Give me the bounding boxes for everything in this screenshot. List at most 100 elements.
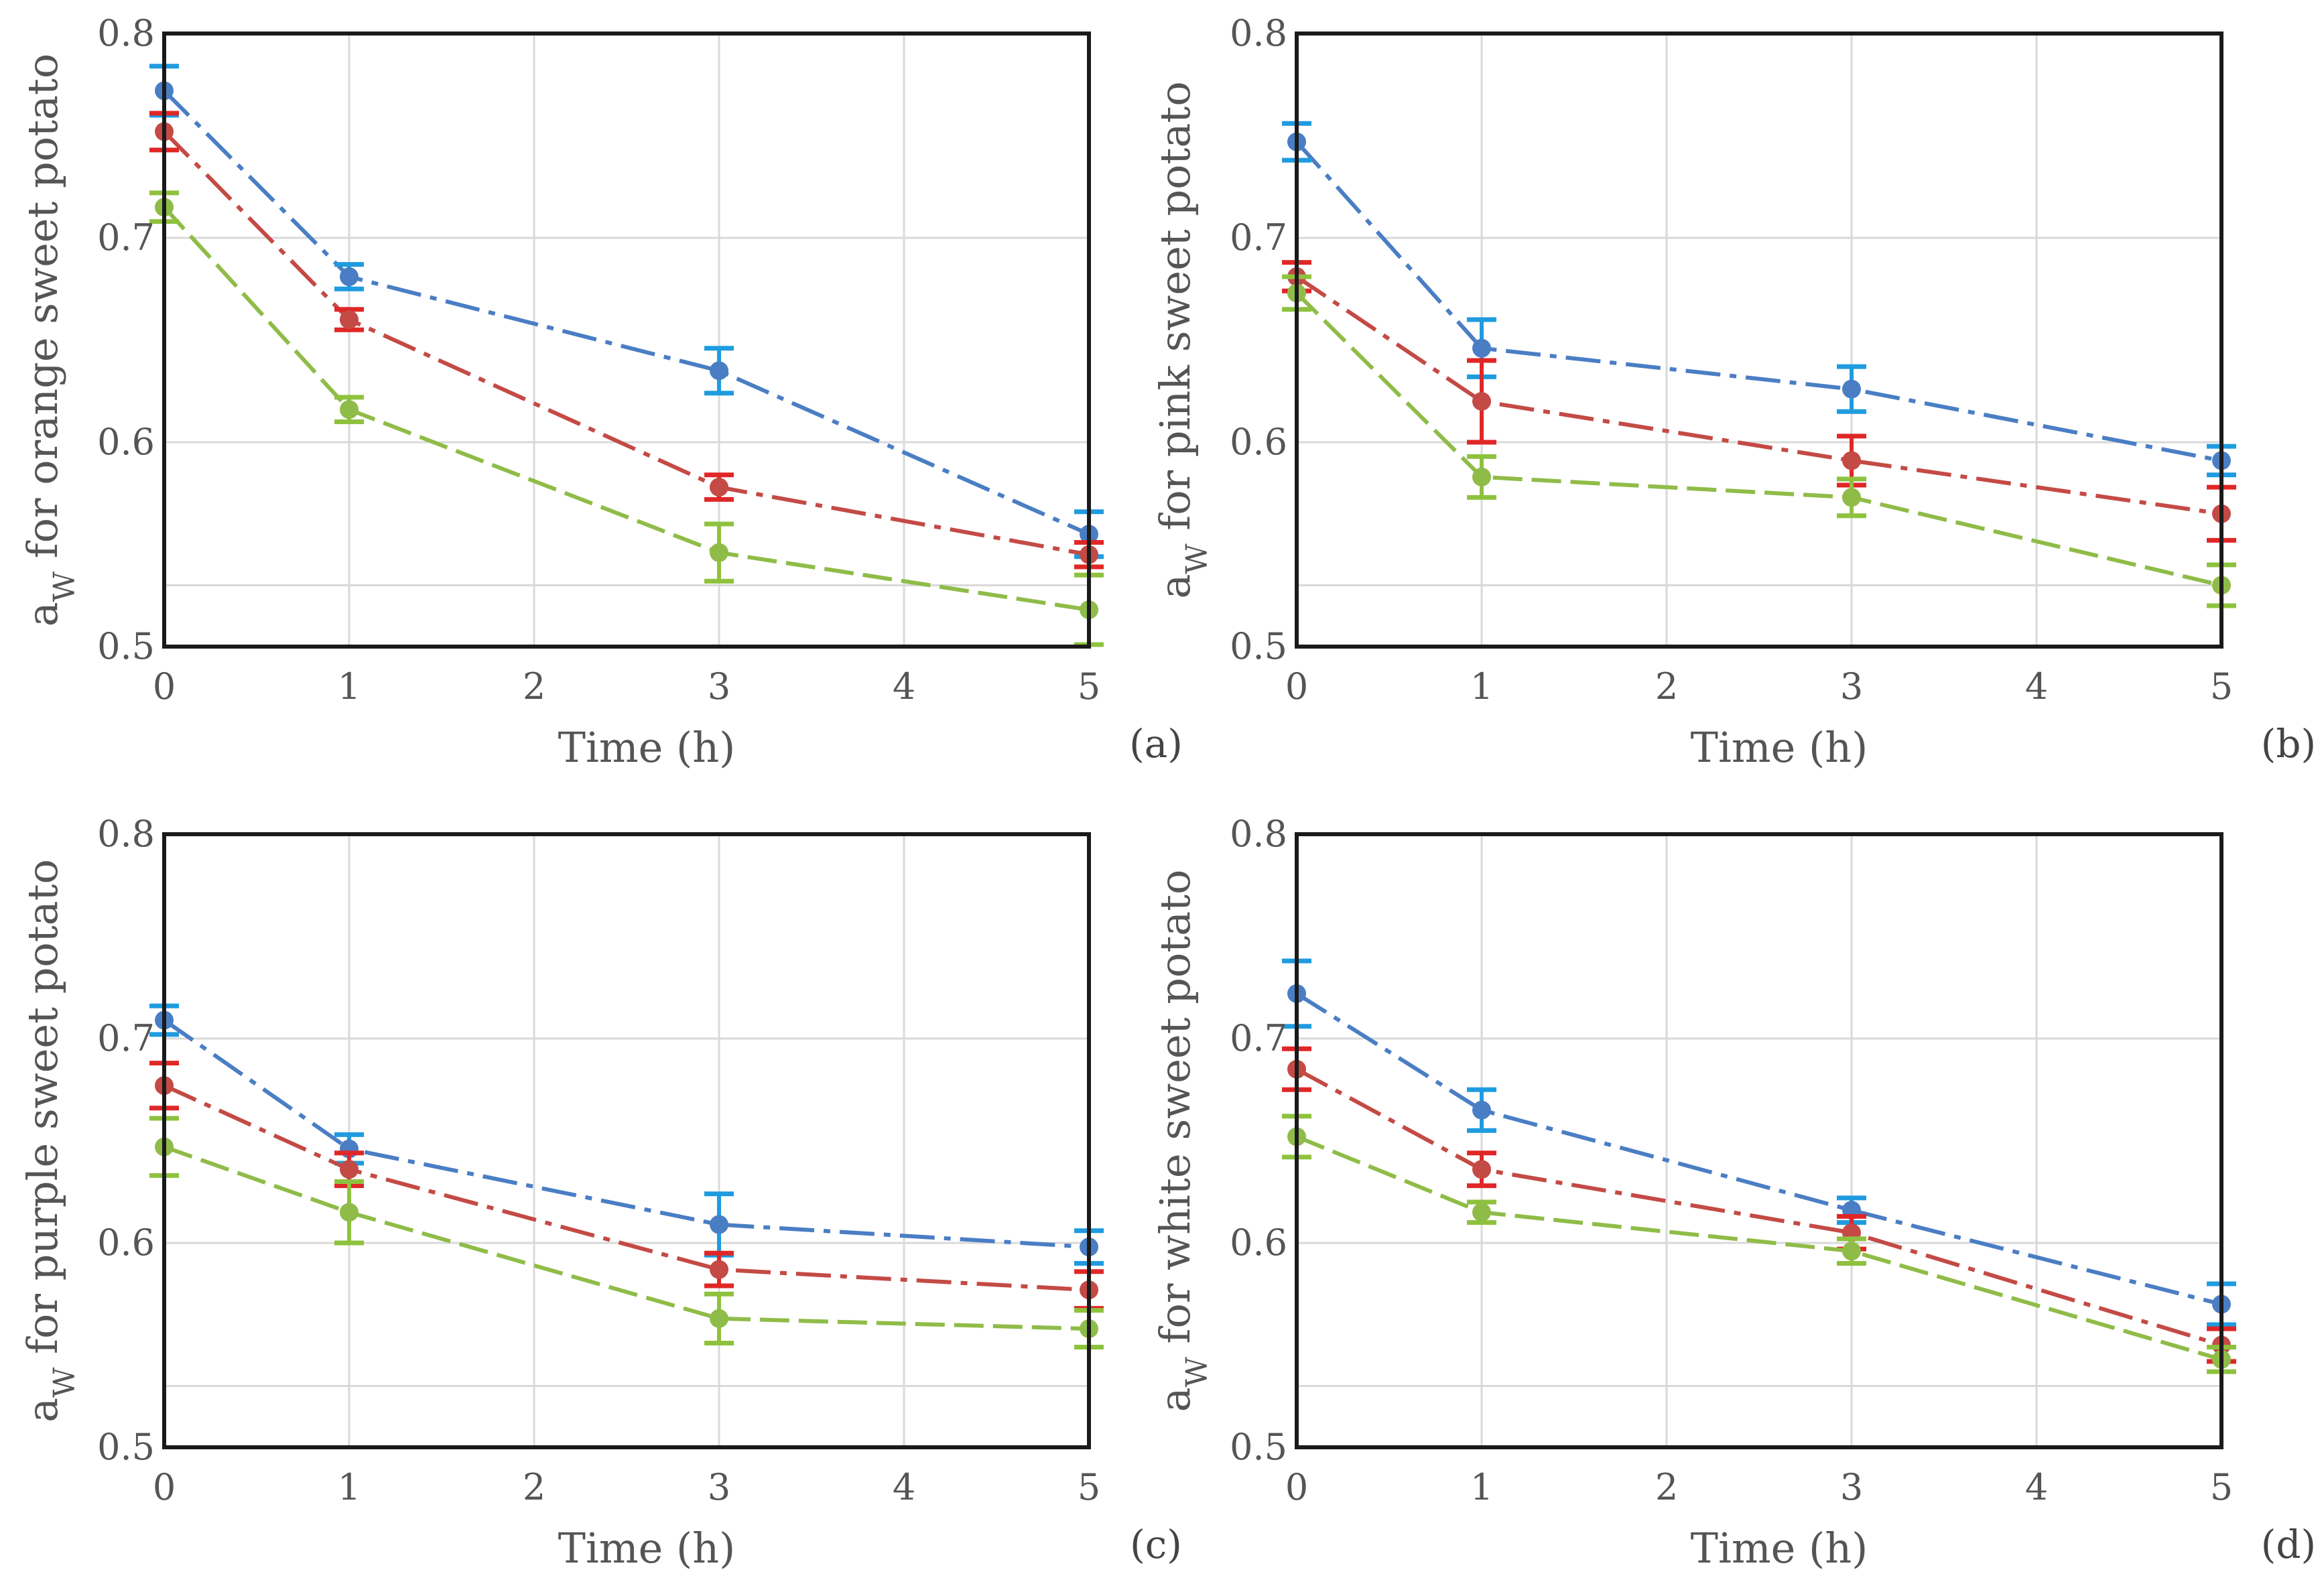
panel-1-series-0-line — [1297, 142, 2221, 461]
panel-2-series-0-point — [710, 1215, 728, 1234]
panel-1-x-tick-label: 0 — [1285, 665, 1308, 708]
panel-2-y-axis-label-a: a — [18, 1398, 67, 1422]
panel-3-plot-frame — [1297, 834, 2221, 1447]
panel-0-x-tick-label: 5 — [1078, 665, 1100, 708]
panel-0-plot-frame — [164, 34, 1089, 647]
panel-1-series-0-point — [1472, 339, 1491, 358]
panel-0-series-2-point — [710, 543, 728, 562]
panel-0-y-axis-label-a: a — [18, 602, 67, 626]
panel-3-y-tick-label: 0.7 — [1230, 1017, 1287, 1059]
panel-1-y-tick-label: 0.8 — [1230, 12, 1287, 54]
panel-2-plot-frame — [164, 834, 1089, 1447]
panel-2-series-2-point — [340, 1203, 359, 1221]
panel-3-y-axis-label-rest: for white sweet potato — [1151, 870, 1200, 1358]
panel-2-x-tick-label: 3 — [708, 1466, 730, 1508]
panel-0-y-tick-label: 0.6 — [97, 421, 155, 463]
panel-1-series-1-line — [1297, 277, 2221, 514]
panel-1-panel-letter: (b) — [2261, 721, 2316, 767]
panel-2-series-2-point — [710, 1309, 728, 1328]
panel-1-y-axis-label: aW for pink sweet potato — [1151, 81, 1214, 598]
panel-1-y-tick-label: 0.7 — [1230, 216, 1287, 259]
panel-0-x-tick-label: 3 — [708, 665, 730, 708]
panel-0-x-tick-label: 0 — [153, 665, 176, 708]
panel-1-series-2-point — [1842, 488, 1861, 507]
panel-3-series-2-point — [1472, 1203, 1491, 1221]
panel-0-series-2-line — [164, 207, 1089, 610]
panel-2-y-tick-label: 0.8 — [97, 813, 155, 855]
panel-b: 0 1 2 3 4 5 0.5 0.6 0.7 0.8 Time (h) aW for pink sw… — [1151, 12, 2316, 772]
panel-1-y-axis-label-rest: for pink sweet potato — [1151, 81, 1200, 543]
panel-3-y-axis-label-a: a — [1151, 1387, 1200, 1412]
panel-0-panel-letter: (a) — [1129, 721, 1183, 767]
panel-1-x-tick-label: 4 — [2025, 665, 2048, 708]
panel-0-series-0-line — [164, 90, 1089, 534]
panel-2-panel-letter: (c) — [1130, 1522, 1182, 1567]
panel-0-series-1-point — [340, 310, 359, 329]
panel-3-y-axis-label: aW for white sweet potato — [1151, 870, 1214, 1412]
panel-c: 0 1 2 3 4 5 0.5 0.6 0.7 0.8 Time (h) aW for purple … — [18, 813, 1182, 1573]
panel-3-x-tick-label: 3 — [1840, 1466, 1863, 1508]
panel-2-x-tick-label: 1 — [338, 1466, 361, 1508]
panel-0-series-0-point — [340, 267, 359, 286]
panel-1-y-tick-label: 0.6 — [1230, 421, 1287, 463]
panel-0-series-0-point — [710, 361, 728, 380]
panel-2-series-1-point — [710, 1260, 728, 1279]
panel-1-y-axis-label-subscript: W — [1180, 543, 1214, 574]
panel-3-x-tick-label: 0 — [1285, 1466, 1308, 1508]
panel-3-x-tick-label: 4 — [2025, 1466, 2048, 1508]
panel-3-x-tick-label: 2 — [1655, 1466, 1678, 1508]
panel-1-series-2-line — [1297, 293, 2221, 585]
panel-2-series-1-point — [340, 1160, 359, 1179]
panel-a: 0 1 2 3 4 5 0.5 0.6 0.7 0.8 Time (h) aW for orange … — [18, 12, 1183, 772]
panel-3-y-tick-label: 0.8 — [1230, 813, 1287, 855]
panel-3-series-0-line — [1297, 994, 2221, 1305]
panel-2-y-tick-label: 0.7 — [97, 1017, 155, 1059]
panel-1-x-tick-label: 5 — [2210, 665, 2233, 708]
panel-1-y-axis-label-a: a — [1151, 574, 1200, 599]
panel-0-y-tick-label: 0.8 — [97, 12, 155, 54]
panel-3-y-tick-label: 0.5 — [1230, 1426, 1287, 1468]
panel-0-x-tick-label: 2 — [523, 665, 545, 708]
panel-0-y-tick-label: 0.5 — [97, 625, 155, 667]
panel-0-x-tick-label: 4 — [893, 665, 915, 708]
panel-3-y-axis-label-subscript: W — [1180, 1356, 1214, 1387]
panel-2-y-tick-label: 0.6 — [97, 1221, 155, 1264]
panel-0-y-tick-label: 0.7 — [97, 216, 155, 259]
panel-3-series-0-point — [1472, 1101, 1491, 1120]
panel-1-series-1-point — [1472, 392, 1491, 411]
panel-3-panel-letter: (d) — [2261, 1522, 2316, 1567]
panel-0-y-axis-label-rest: for orange sweet potato — [18, 54, 67, 572]
panel-2-y-axis-label: aW for purple sweet potato — [18, 859, 82, 1422]
panel-1-plot-frame — [1297, 34, 2221, 647]
panel-1-x-tick-label: 3 — [1840, 665, 1863, 708]
panel-1-x-tick-label: 2 — [1655, 665, 1678, 708]
panel-0-y-axis-label-subscript: W — [48, 571, 82, 602]
panel-1-series-1-point — [1842, 451, 1861, 470]
panel-0-series-1-point — [710, 478, 728, 497]
panel-2-series-0-line — [164, 1020, 1089, 1248]
panel-1-y-tick-label: 0.5 — [1230, 625, 1287, 667]
panel-3-series-1-line — [1297, 1069, 2221, 1345]
panel-1-x-tick-label: 1 — [1470, 665, 1493, 708]
panel-3-series-2-point — [1842, 1242, 1861, 1260]
figure-canvas: 0 1 2 3 4 50.50.60.70.8Time (h)aW for orange … — [0, 0, 2324, 1588]
panel-2-x-axis-label: Time (h) — [558, 1524, 736, 1573]
panel-2-x-tick-label: 0 — [153, 1466, 176, 1508]
panel-3-x-tick-label: 5 — [2210, 1466, 2233, 1508]
panel-3-series-1-point — [1472, 1160, 1491, 1179]
panel-d: 0 1 2 3 4 5 0.5 0.6 0.7 0.8 Time (h) aW for white s… — [1151, 813, 2316, 1573]
panel-0-x-axis-label: Time (h) — [558, 723, 736, 772]
panel-2-y-axis-label-rest: for purple sweet potato — [18, 859, 67, 1368]
panel-3-y-tick-label: 0.6 — [1230, 1221, 1287, 1264]
panel-2-y-tick-label: 0.5 — [97, 1426, 155, 1468]
panel-0-series-1-line — [164, 131, 1089, 554]
panel-1-series-0-point — [1842, 380, 1861, 399]
panel-3-x-tick-label: 1 — [1470, 1466, 1493, 1508]
panel-0-x-tick-label: 1 — [338, 665, 361, 708]
panel-1-series-2-point — [1472, 468, 1491, 486]
panel-3-x-axis-label: Time (h) — [1691, 1524, 1868, 1573]
panel-2-y-axis-label-subscript: W — [48, 1367, 82, 1398]
panel-0-series-2-point — [340, 400, 359, 419]
panel-2-x-tick-label: 4 — [893, 1466, 915, 1508]
panel-2-x-tick-label: 5 — [1078, 1466, 1100, 1508]
